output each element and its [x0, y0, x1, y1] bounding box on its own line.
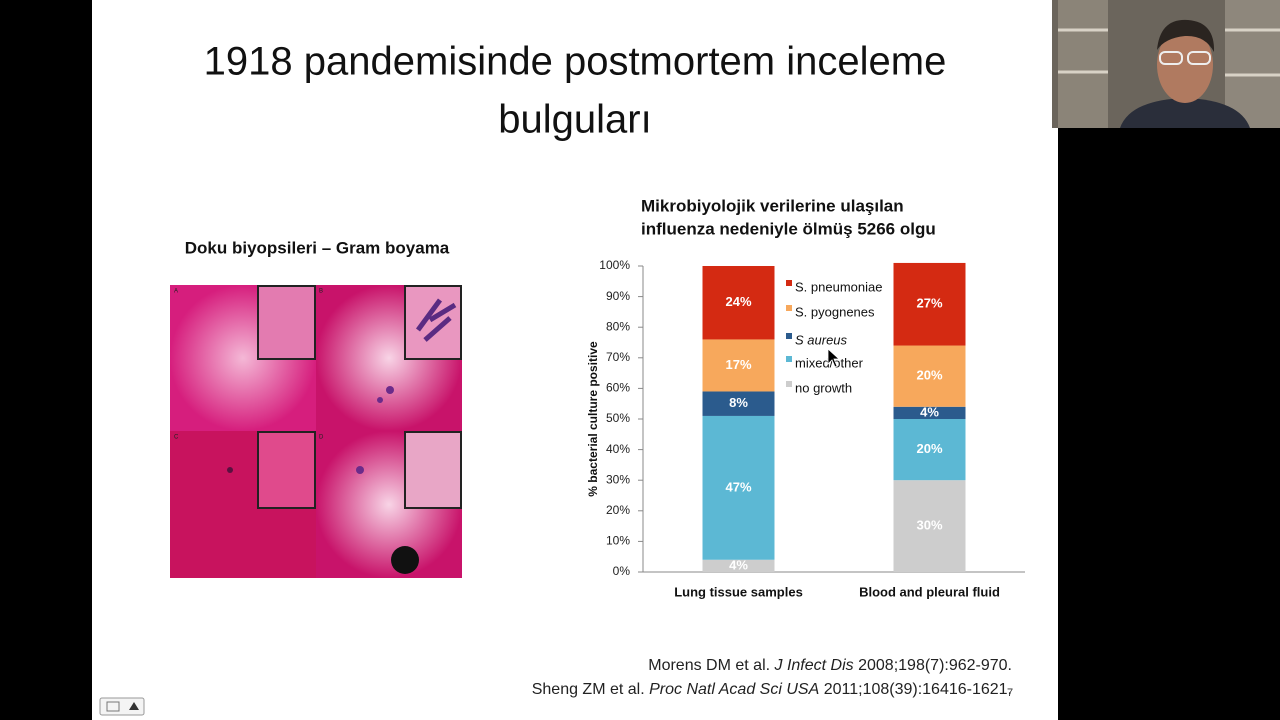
panel-label: B — [319, 289, 323, 295]
reference: Sheng ZM et al. Proc Natl Acad Sci USA 2… — [532, 681, 1012, 698]
legend-swatch — [786, 381, 792, 387]
y-tick-label: 10% — [606, 534, 630, 548]
x-tick-label: Lung tissue samples — [674, 584, 803, 599]
y-tick-label: 60% — [606, 381, 630, 395]
slide-title: bulguları — [498, 98, 651, 142]
legend-swatch — [786, 305, 792, 311]
bar-segment — [893, 480, 966, 572]
data-label: 27% — [916, 296, 942, 311]
slide-controls[interactable] — [99, 697, 145, 716]
bar-segment — [893, 345, 966, 407]
reference-part: Morens DM et al. — [648, 657, 774, 674]
bar-segment — [893, 262, 966, 346]
reference-part: Sheng ZM et al. — [532, 681, 649, 698]
page-number: 7 — [1007, 687, 1013, 699]
bar-segment — [702, 391, 775, 416]
chart-title: Mikrobiyolojik verilerine ulaşılan — [641, 196, 904, 215]
data-label: 4% — [920, 404, 939, 419]
bar-segment — [893, 419, 966, 481]
y-tick-label: 50% — [606, 411, 630, 425]
y-tick-label: 0% — [613, 564, 631, 578]
bar-segment — [893, 406, 966, 419]
webcam — [1052, 0, 1280, 128]
reference-part: J Infect Dis — [774, 657, 854, 674]
legend-label: S. pneumoniae — [795, 279, 882, 294]
bar-segment — [702, 266, 775, 340]
chart-title: influenza nedeniyle ölmüş 5266 olgu — [641, 219, 936, 238]
legend-label: S. pyognenes — [795, 304, 875, 319]
legend-label: no growth — [795, 380, 852, 395]
y-axis-label: % bacterial culture positive — [586, 341, 600, 497]
y-tick-label: 70% — [606, 350, 630, 364]
y-tick-label: 30% — [606, 472, 630, 486]
data-label: 20% — [916, 368, 942, 383]
panel-label: C — [174, 435, 179, 441]
reference-part: 2011;108(39):16416-1621. — [819, 681, 1012, 698]
data-label: 30% — [916, 518, 942, 533]
data-label: 47% — [725, 479, 751, 494]
legend-swatch — [786, 280, 792, 286]
reference: Morens DM et al. J Infect Dis 2008;198(7… — [648, 657, 1012, 674]
y-tick-label: 80% — [606, 319, 630, 333]
y-tick-label: 90% — [606, 289, 630, 303]
bar-segment — [702, 339, 775, 392]
panel-label: D — [319, 435, 324, 441]
micrograph-grid — [170, 285, 462, 578]
legend-label: S aureus — [795, 332, 848, 347]
panel-label: A — [174, 289, 178, 295]
data-label: 24% — [725, 294, 751, 309]
image-caption: Doku biyopsileri – Gram boyama — [185, 238, 450, 257]
data-label: 20% — [916, 441, 942, 456]
data-label: 8% — [729, 395, 748, 410]
x-tick-label: Blood and pleural fluid — [859, 584, 1000, 599]
bar-segment — [702, 559, 775, 572]
cursor — [827, 348, 841, 368]
y-tick-label: 40% — [606, 442, 630, 456]
data-label: 4% — [729, 557, 748, 572]
legend-swatch — [786, 356, 792, 362]
bar-segment — [702, 415, 775, 560]
reference-part: Proc Natl Acad Sci USA — [649, 681, 819, 698]
data-label: 17% — [725, 357, 751, 372]
y-tick-label: 100% — [599, 258, 630, 272]
slide-title: 1918 pandemisinde postmortem inceleme — [204, 40, 947, 84]
y-tick-label: 20% — [606, 503, 630, 517]
reference-part: 2008;198(7):962-970. — [854, 657, 1012, 674]
legend-swatch — [786, 333, 792, 339]
